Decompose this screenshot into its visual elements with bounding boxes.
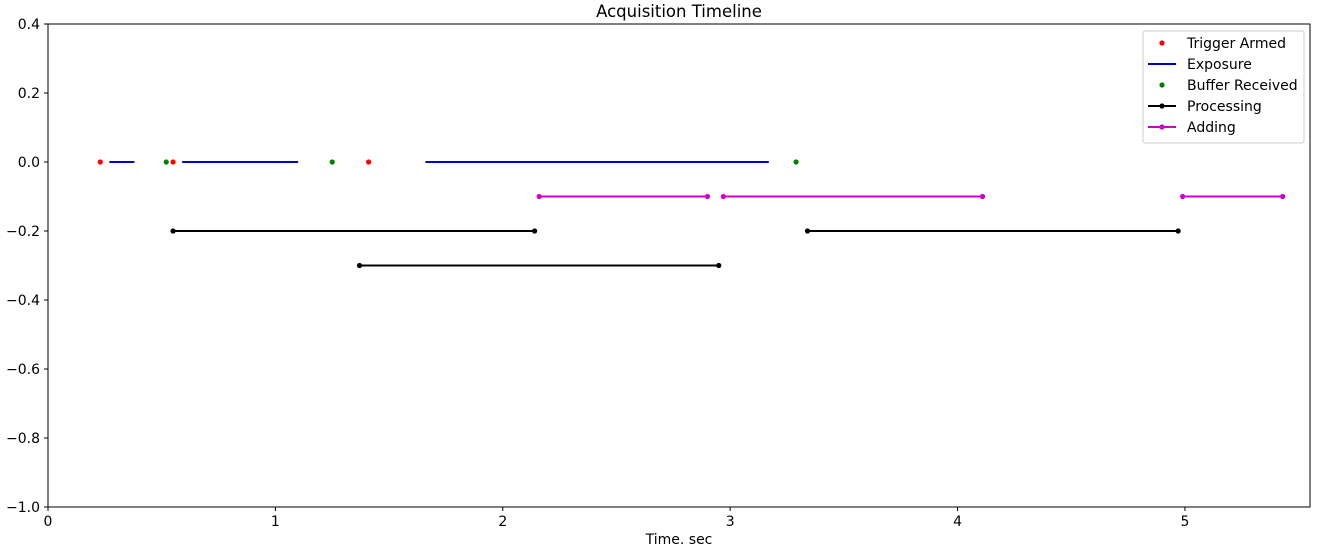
adding-marker [536, 193, 542, 200]
y-tick-label: −0.4 [6, 293, 40, 309]
plot-area [48, 24, 1310, 507]
y-tick-label: −1.0 [6, 500, 40, 516]
x-tick-label: 5 [1180, 514, 1189, 530]
legend-item-adding: Adding [1148, 120, 1236, 136]
legend-swatch-marker [1159, 103, 1165, 109]
series-trigger-armed [97, 159, 372, 165]
x-axis: 0 1 2 3 4 5 [44, 507, 1189, 530]
y-axis: 0.4 0.2 0.0 −0.2 −0.4 −0.6 −0.8 −1.0 [6, 17, 48, 516]
x-axis-label: Time. sec [645, 532, 713, 547]
adding-marker [704, 193, 711, 200]
y-tick-label: −0.6 [6, 362, 40, 378]
plot-frame [47, 23, 1311, 508]
x-tick-label: 3 [726, 514, 735, 530]
y-tick-label: 0.0 [18, 155, 40, 171]
legend-label: Buffer Received [1187, 78, 1298, 94]
legend-item-processing: Processing [1148, 99, 1262, 115]
processing-marker [356, 262, 363, 269]
series-buffer-received [163, 159, 799, 165]
trigger-armed-point [97, 159, 103, 165]
series-processing [170, 228, 1181, 269]
processing-marker [532, 228, 538, 234]
buffer-received-point [329, 159, 335, 165]
adding-marker [979, 193, 986, 200]
buffer-received-point [793, 159, 799, 165]
adding-marker [1180, 193, 1186, 200]
processing-marker [716, 262, 722, 269]
y-tick-label: −0.2 [6, 224, 40, 240]
trigger-armed-point [366, 159, 372, 165]
chart-title: Acquisition Timeline [596, 2, 762, 21]
processing-marker [804, 228, 811, 234]
y-tick-label: 0.4 [18, 17, 40, 33]
legend-label: Exposure [1187, 57, 1252, 73]
legend-swatch-marker [1159, 124, 1165, 130]
legend-label: Adding [1187, 120, 1236, 136]
x-tick-label: 0 [44, 514, 53, 530]
processing-marker [1175, 228, 1181, 234]
adding-marker [1280, 193, 1286, 200]
series-adding [536, 193, 1286, 200]
x-tick-label: 2 [498, 514, 507, 530]
legend: Trigger Armed Exposure Buffer Received Proc… [1142, 30, 1305, 144]
legend-box [1142, 30, 1305, 144]
y-tick-label: 0.2 [18, 86, 40, 102]
legend-swatch [1159, 40, 1165, 46]
legend-item-exposure: Exposure [1148, 57, 1252, 73]
legend-label: Processing [1187, 99, 1262, 115]
legend-swatch [1159, 82, 1165, 88]
trigger-armed-point [170, 159, 176, 165]
legend-label: Trigger Armed [1186, 36, 1286, 52]
buffer-received-point [163, 159, 169, 165]
x-tick-label: 1 [271, 514, 280, 530]
legend-item-trigger-armed: Trigger Armed [1159, 36, 1286, 52]
y-tick-label: −0.8 [6, 431, 40, 447]
processing-marker [170, 228, 176, 234]
adding-marker [720, 193, 726, 200]
legend-item-buffer-received: Buffer Received [1159, 78, 1298, 94]
x-tick-label: 4 [953, 514, 962, 530]
